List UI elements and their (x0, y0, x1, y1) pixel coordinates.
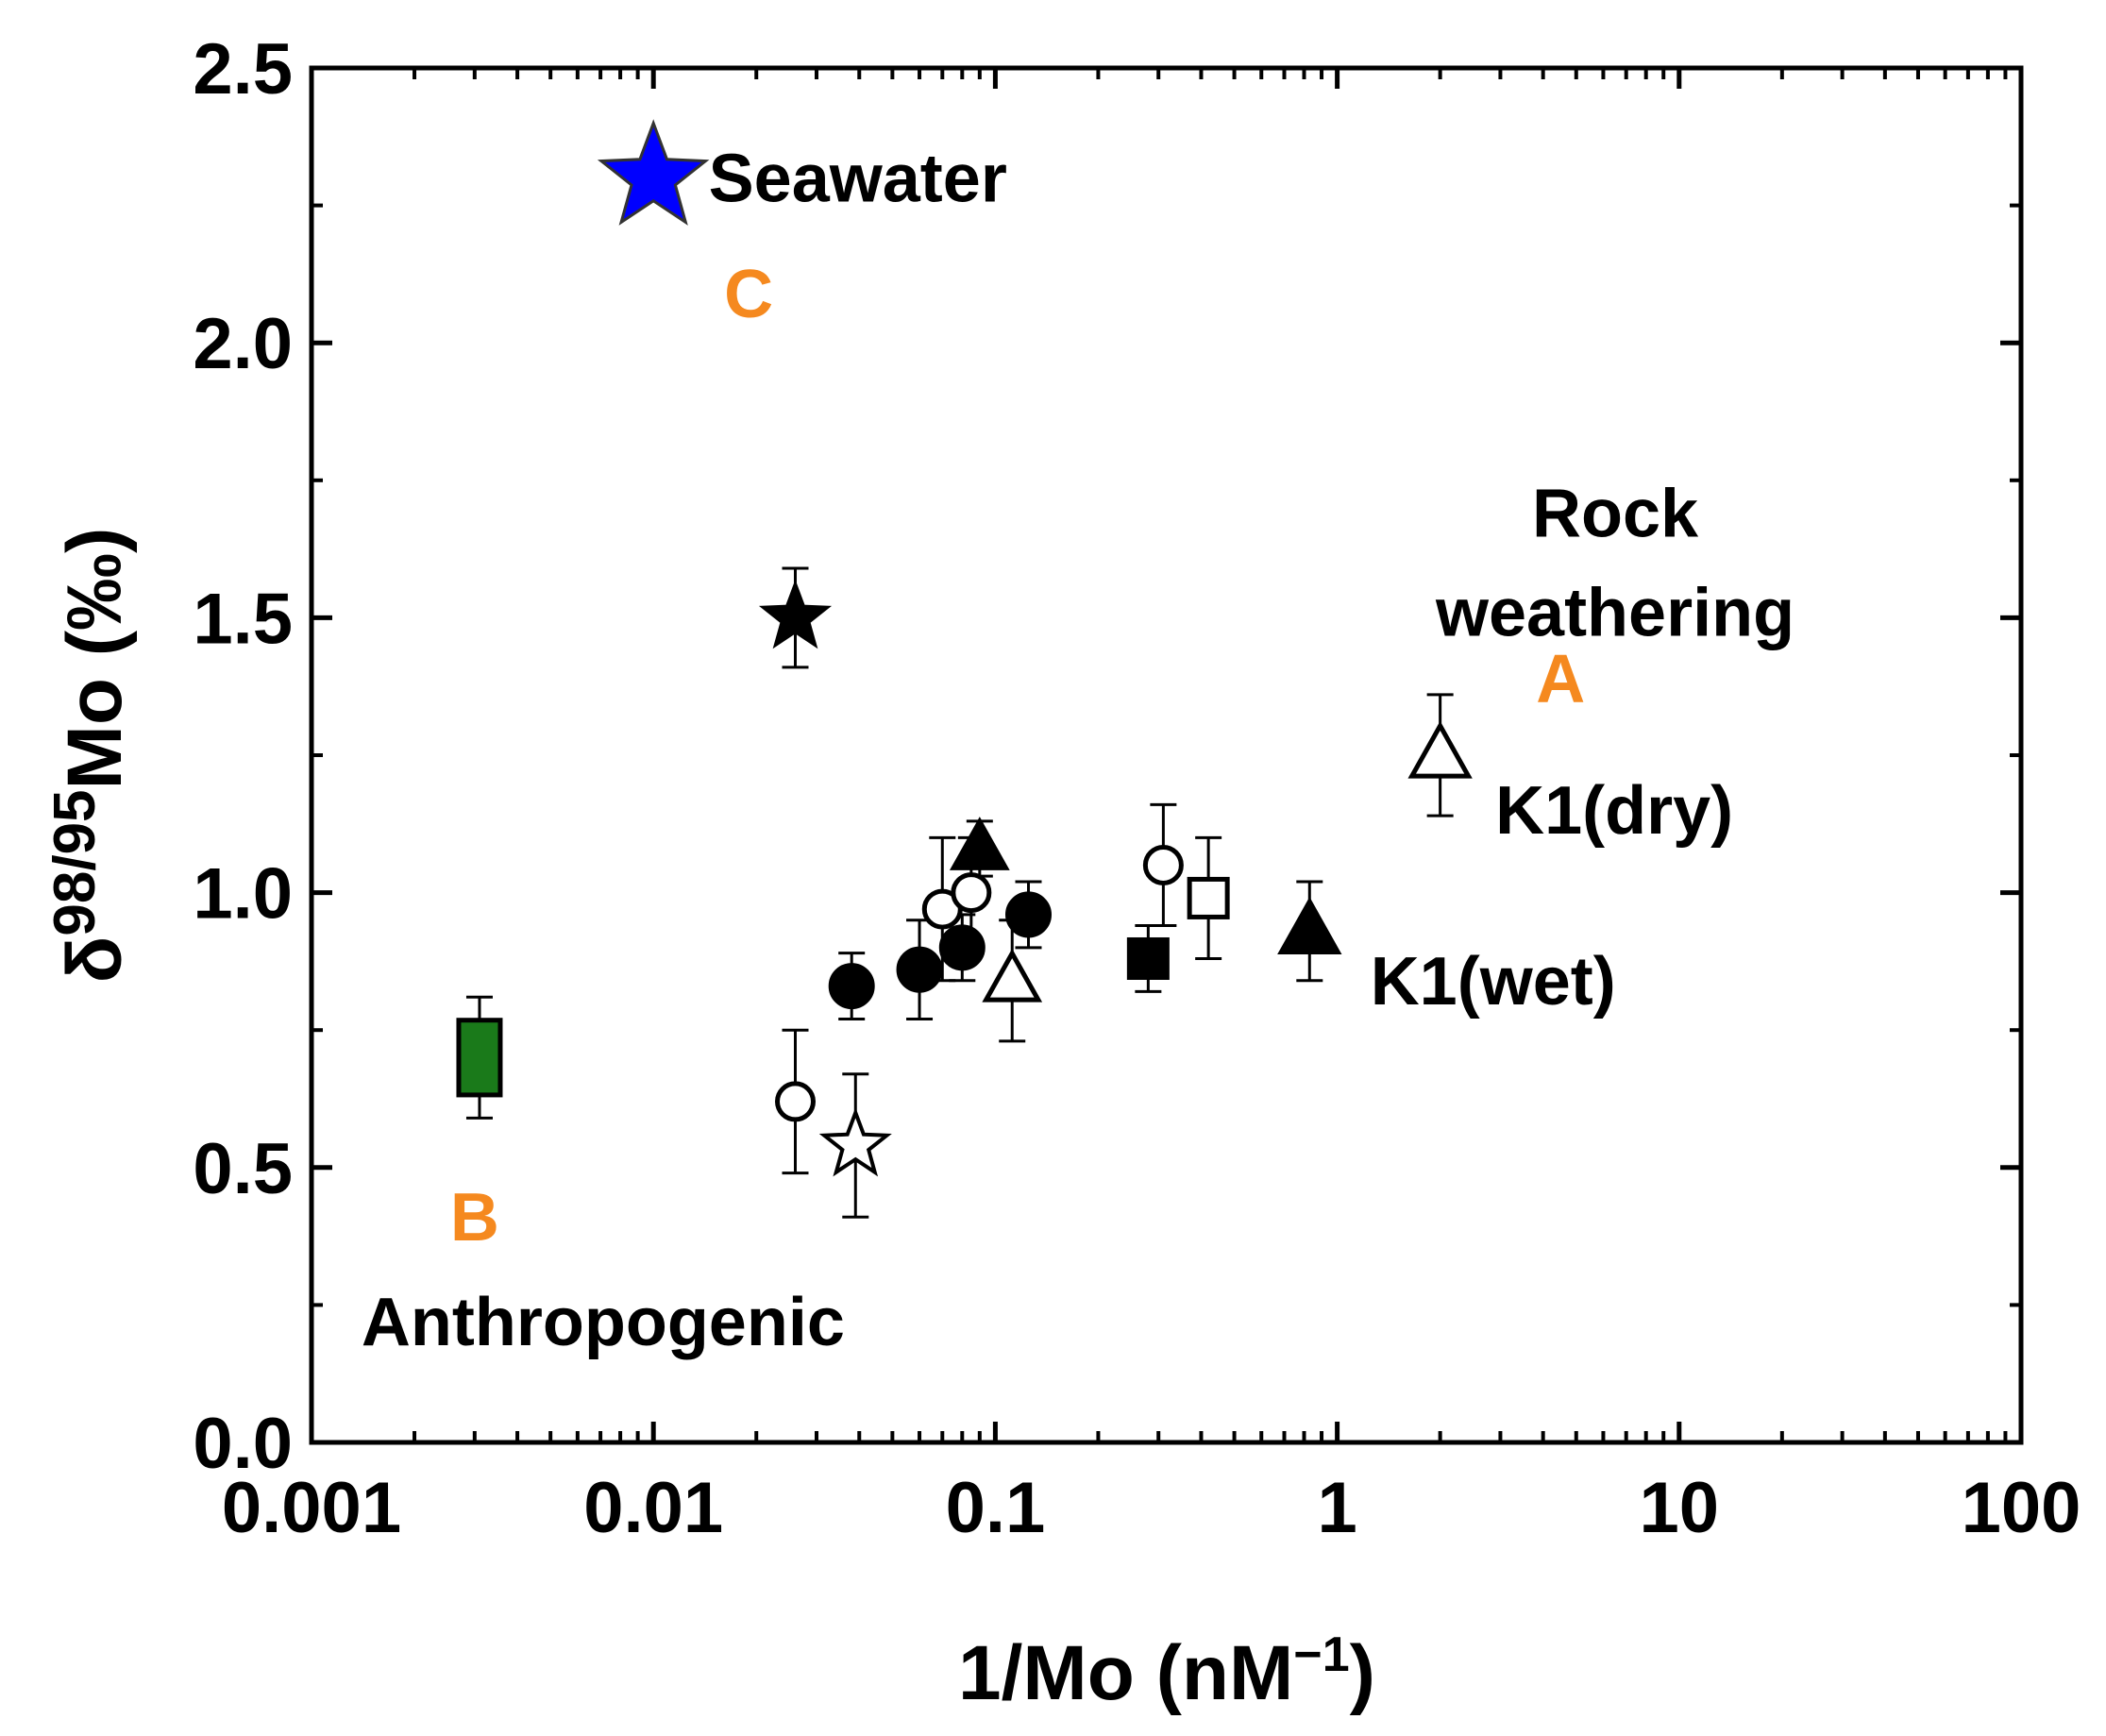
marker-filled-circle-4 (1005, 891, 1053, 938)
annotation-k1-wet-label: K1(wet) (1371, 944, 1616, 1020)
y-tick-label: 0.5 (193, 1129, 293, 1209)
marker-filled-circle-2 (896, 946, 943, 993)
marker-open-circle-3 (951, 872, 992, 914)
x-axis-title: 1/Mo (nM−1) (958, 1627, 1375, 1716)
annotation-rock-label-2: weathering (1435, 576, 1794, 651)
marker-open-triangle-1 (982, 948, 1043, 1003)
annotation-letter-b: B (450, 1180, 499, 1256)
marker-filled-triangle-1 (949, 817, 1010, 870)
marker-filled-square (1126, 936, 1170, 980)
marker-filled-circle-3 (938, 924, 986, 971)
marker-k1-wet (1277, 897, 1342, 954)
y-axis-title-group: δ98/95Mo (‰) (42, 528, 138, 984)
x-tick-label: 1 (1317, 1468, 1356, 1548)
marker-open-square (1187, 876, 1230, 919)
marker-filled-circle-1 (828, 963, 875, 1010)
data-markers (456, 119, 1473, 1177)
marker-open-circle-1 (775, 1081, 817, 1122)
y-tick-label: 0.0 (193, 1404, 293, 1484)
annotation-anthropogenic-label: Anthropogenic (362, 1285, 845, 1360)
y-tick-label: 2.0 (193, 304, 293, 384)
marker-seawater (597, 119, 710, 226)
plot-frame (309, 65, 2024, 1445)
x-tick-label: 0.001 (222, 1468, 401, 1548)
axis-ticks: 0.001 0.01 0.1 1 10 100 0.0 0.5 1.0 1.5 2.0 2.5 (193, 29, 2081, 1548)
y-axis-title: δ98/95Mo (‰) (42, 528, 138, 984)
annotation-seawater-label: Seawater (709, 141, 1007, 216)
annotation-letter-c: C (724, 257, 773, 332)
marker-open-circle-4 (1142, 844, 1184, 885)
x-tick-label: 0.1 (946, 1468, 1046, 1548)
x-axis-title-main: 1/Mo (nM (958, 1630, 1293, 1716)
y-tick-label: 1.0 (193, 854, 293, 935)
marker-open-star (818, 1106, 892, 1177)
x-axis-title-close: ) (1350, 1630, 1375, 1716)
x-tick-label: 0.01 (583, 1468, 723, 1548)
x-axis-title-sup: −1 (1293, 1627, 1349, 1682)
x-tick-label: 100 (1962, 1468, 2081, 1548)
y-axis-title-sup: 98/95 (42, 789, 108, 935)
marker-k1-dry (1407, 720, 1473, 779)
marker-green-end (456, 1018, 503, 1098)
y-axis-title-main: Mo (‰) (52, 528, 138, 790)
annotation-k1-dry-label: K1(dry) (1495, 773, 1733, 849)
annotation-rock-label-1: Rock (1532, 477, 1699, 552)
annotation-letter-a: A (1536, 641, 1585, 716)
y-axis-title-delta: δ (52, 936, 138, 984)
marker-filled-star (758, 579, 833, 649)
y-tick-label: 2.5 (193, 29, 293, 110)
x-tick-label: 10 (1640, 1468, 1720, 1548)
y-tick-label: 1.5 (193, 579, 293, 659)
